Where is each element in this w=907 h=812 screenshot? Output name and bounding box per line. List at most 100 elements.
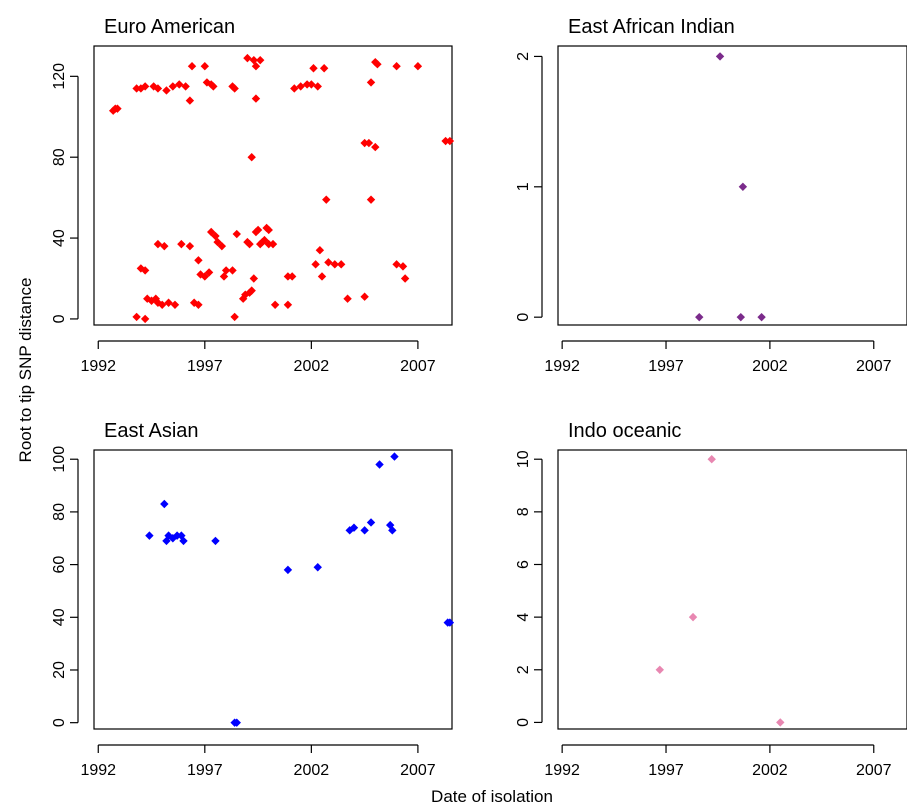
plot-frame bbox=[94, 450, 452, 729]
data-point bbox=[689, 613, 697, 621]
data-point bbox=[708, 455, 716, 463]
data-point bbox=[290, 84, 298, 92]
data-point bbox=[288, 272, 296, 280]
data-point bbox=[186, 242, 194, 250]
x-tick-label: 2002 bbox=[294, 762, 330, 779]
panel-title: Euro American bbox=[104, 16, 235, 38]
x-tick-label: 1992 bbox=[544, 358, 580, 375]
data-point bbox=[230, 313, 238, 321]
data-point bbox=[297, 82, 305, 90]
data-point bbox=[322, 195, 330, 203]
x-tick-label: 1997 bbox=[648, 358, 684, 375]
y-tick-label: 80 bbox=[51, 148, 68, 166]
y-tick-label: 60 bbox=[51, 556, 68, 574]
data-point bbox=[343, 295, 351, 303]
data-point bbox=[320, 64, 328, 72]
data-point bbox=[392, 62, 400, 70]
data-point bbox=[316, 246, 324, 254]
panel-3: East Asian 1992 1997 2002 2007 0 20 40 60 80 100 bbox=[51, 420, 454, 779]
plot-frame bbox=[558, 46, 907, 325]
data-point bbox=[186, 96, 194, 104]
x-tick-label: 1992 bbox=[544, 762, 580, 779]
data-point bbox=[337, 260, 345, 268]
x-tick-label: 1997 bbox=[187, 762, 223, 779]
data-point bbox=[314, 563, 322, 571]
data-point bbox=[367, 195, 375, 203]
y-tick-label: 6 bbox=[515, 560, 532, 569]
y-tick-label: 80 bbox=[51, 503, 68, 521]
data-point bbox=[716, 52, 724, 60]
y-tick-label: 40 bbox=[51, 608, 68, 626]
data-point bbox=[177, 240, 185, 248]
data-point bbox=[201, 62, 209, 70]
y-tick-label: 10 bbox=[515, 450, 532, 468]
data-point bbox=[284, 301, 292, 309]
data-point bbox=[181, 82, 189, 90]
y-tick-label: 4 bbox=[515, 613, 532, 622]
data-point bbox=[737, 313, 745, 321]
y-tick-label: 1 bbox=[515, 182, 532, 191]
x-tick-label: 2002 bbox=[752, 762, 788, 779]
data-point bbox=[311, 260, 319, 268]
data-point bbox=[776, 718, 784, 726]
x-tick-label: 2007 bbox=[400, 358, 436, 375]
data-point bbox=[284, 566, 292, 574]
data-point bbox=[256, 56, 264, 64]
data-point bbox=[739, 183, 747, 191]
data-point bbox=[390, 452, 398, 460]
panels: Euro American1992 1997 2002 200704080120Eas… bbox=[51, 16, 907, 779]
x-tick-label: 2007 bbox=[856, 762, 892, 779]
data-point bbox=[243, 54, 251, 62]
y-tick-label: 0 bbox=[515, 313, 532, 322]
x-axis-label: Date of isolation bbox=[431, 787, 553, 806]
x-tick-label: 1992 bbox=[80, 358, 116, 375]
plot-frame bbox=[558, 450, 907, 729]
y-tick-label: 2 bbox=[515, 665, 532, 674]
x-tick-label: 1997 bbox=[648, 762, 684, 779]
panel-title: East African Indian bbox=[568, 16, 735, 38]
data-point bbox=[399, 262, 407, 270]
data-point bbox=[211, 537, 219, 545]
data-point bbox=[132, 313, 140, 321]
x-tick-label: 2002 bbox=[752, 358, 788, 375]
y-tick-label: 8 bbox=[515, 507, 532, 516]
data-point bbox=[392, 260, 400, 268]
data-point bbox=[324, 258, 332, 266]
data-point bbox=[314, 82, 322, 90]
panel-4: Indo oceanic 1992 1997 2002 2007 0 2 4 6 8 10 bbox=[515, 420, 907, 779]
y-tick-label: 0 bbox=[515, 718, 532, 727]
data-point bbox=[160, 242, 168, 250]
y-tick-label: 120 bbox=[51, 63, 68, 90]
data-point bbox=[360, 292, 368, 300]
data-point bbox=[171, 301, 179, 309]
data-point bbox=[175, 80, 183, 88]
panel-1: Euro American 1992 1997 2002 2007 0 40 80 120 bbox=[51, 16, 454, 375]
data-point bbox=[188, 62, 196, 70]
data-point bbox=[271, 301, 279, 309]
x-tick-label: 2007 bbox=[856, 358, 892, 375]
x-tick-label: 1997 bbox=[187, 358, 223, 375]
y-tick-label: 0 bbox=[51, 718, 68, 727]
data-point bbox=[228, 266, 236, 274]
data-point bbox=[247, 153, 255, 161]
data-point bbox=[757, 313, 765, 321]
data-point bbox=[154, 240, 162, 248]
data-point bbox=[309, 64, 317, 72]
data-point bbox=[367, 78, 375, 86]
data-point bbox=[360, 526, 368, 534]
x-tick-label: 1992 bbox=[80, 762, 116, 779]
y-tick-label: 2 bbox=[515, 52, 532, 61]
data-point bbox=[162, 86, 170, 94]
panel-title: Indo oceanic bbox=[568, 420, 681, 442]
data-point bbox=[194, 256, 202, 264]
data-point bbox=[367, 518, 375, 526]
panel-title: East Asian bbox=[104, 420, 199, 442]
x-tick-label: 2007 bbox=[400, 762, 436, 779]
data-point bbox=[233, 230, 241, 238]
x-tick-label: 2002 bbox=[294, 358, 330, 375]
y-tick-label: 40 bbox=[51, 229, 68, 247]
data-point bbox=[414, 62, 422, 70]
y-tick-label: 20 bbox=[51, 661, 68, 679]
data-point bbox=[269, 240, 277, 248]
